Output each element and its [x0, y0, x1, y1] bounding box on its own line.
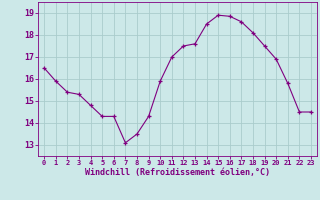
X-axis label: Windchill (Refroidissement éolien,°C): Windchill (Refroidissement éolien,°C)	[85, 168, 270, 177]
